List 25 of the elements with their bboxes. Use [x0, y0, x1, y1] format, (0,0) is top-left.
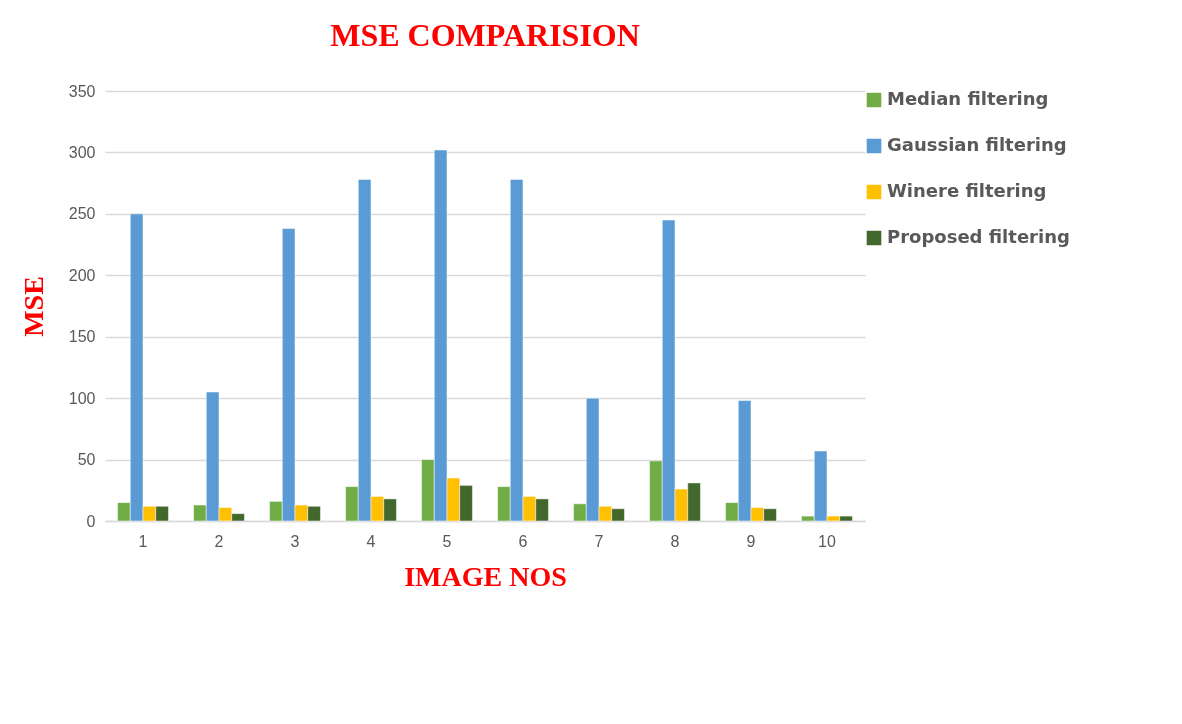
- legend-label: Median filtering: [887, 88, 1049, 109]
- x-tick-label: 4: [366, 532, 376, 550]
- x-axis-title: IMAGE NOS: [404, 560, 567, 592]
- x-tick-label: 1: [138, 532, 148, 550]
- legend-label: Gaussian filtering: [887, 134, 1067, 155]
- x-tick-label: 8: [670, 532, 680, 550]
- legend-label: Proposed filtering: [887, 226, 1070, 247]
- y-axis-title: MSE: [17, 276, 49, 337]
- y-tick-label: 200: [68, 266, 96, 284]
- y-tick-label: 300: [68, 143, 96, 161]
- y-tick-label: 150: [68, 328, 96, 346]
- chart-title: MSE COMPARISION: [330, 17, 640, 53]
- x-tick-label: 5: [442, 532, 452, 550]
- x-tick-label: 2: [214, 532, 224, 550]
- x-tick-label: 3: [290, 532, 300, 550]
- x-tick-label: 10: [818, 532, 836, 550]
- legend-label: Winere filtering: [887, 180, 1047, 201]
- y-tick-label: 100: [68, 389, 96, 407]
- x-tick-label: 6: [518, 532, 528, 550]
- x-tick-label: 7: [594, 532, 604, 550]
- y-tick-label: 250: [68, 205, 96, 223]
- x-tick-label: 9: [746, 532, 756, 550]
- y-tick-label: 350: [68, 82, 96, 100]
- y-tick-label: 0: [86, 512, 96, 530]
- y-tick-label: 50: [77, 451, 96, 469]
